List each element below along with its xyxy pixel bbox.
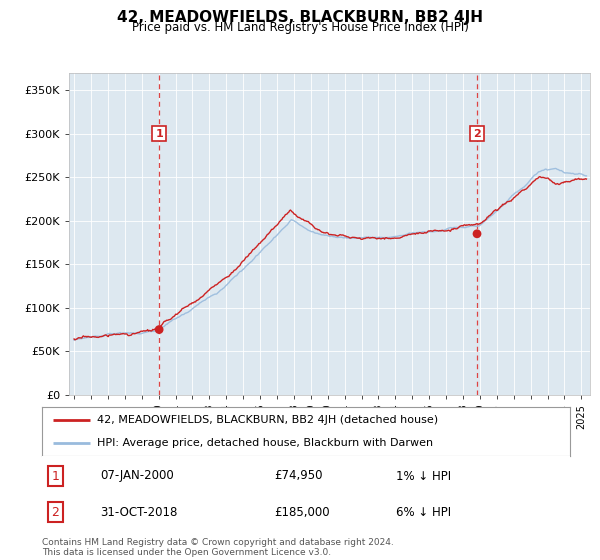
- Text: 42, MEADOWFIELDS, BLACKBURN, BB2 4JH (detached house): 42, MEADOWFIELDS, BLACKBURN, BB2 4JH (de…: [97, 416, 439, 426]
- Text: 6% ↓ HPI: 6% ↓ HPI: [396, 506, 451, 519]
- Text: Price paid vs. HM Land Registry's House Price Index (HPI): Price paid vs. HM Land Registry's House …: [131, 21, 469, 34]
- Text: 1: 1: [155, 129, 163, 139]
- Text: 2: 2: [51, 506, 59, 519]
- Text: Contains HM Land Registry data © Crown copyright and database right 2024.
This d: Contains HM Land Registry data © Crown c…: [42, 538, 394, 557]
- Text: 1: 1: [51, 469, 59, 483]
- Text: 2: 2: [473, 129, 481, 139]
- Point: [154, 325, 164, 334]
- Point: [472, 230, 482, 239]
- Text: HPI: Average price, detached house, Blackburn with Darwen: HPI: Average price, detached house, Blac…: [97, 438, 434, 448]
- Text: £74,950: £74,950: [274, 469, 323, 483]
- Text: 07-JAN-2000: 07-JAN-2000: [100, 469, 174, 483]
- Text: 31-OCT-2018: 31-OCT-2018: [100, 506, 178, 519]
- Text: £185,000: £185,000: [274, 506, 330, 519]
- Text: 1% ↓ HPI: 1% ↓ HPI: [396, 469, 451, 483]
- Text: 42, MEADOWFIELDS, BLACKBURN, BB2 4JH: 42, MEADOWFIELDS, BLACKBURN, BB2 4JH: [117, 10, 483, 25]
